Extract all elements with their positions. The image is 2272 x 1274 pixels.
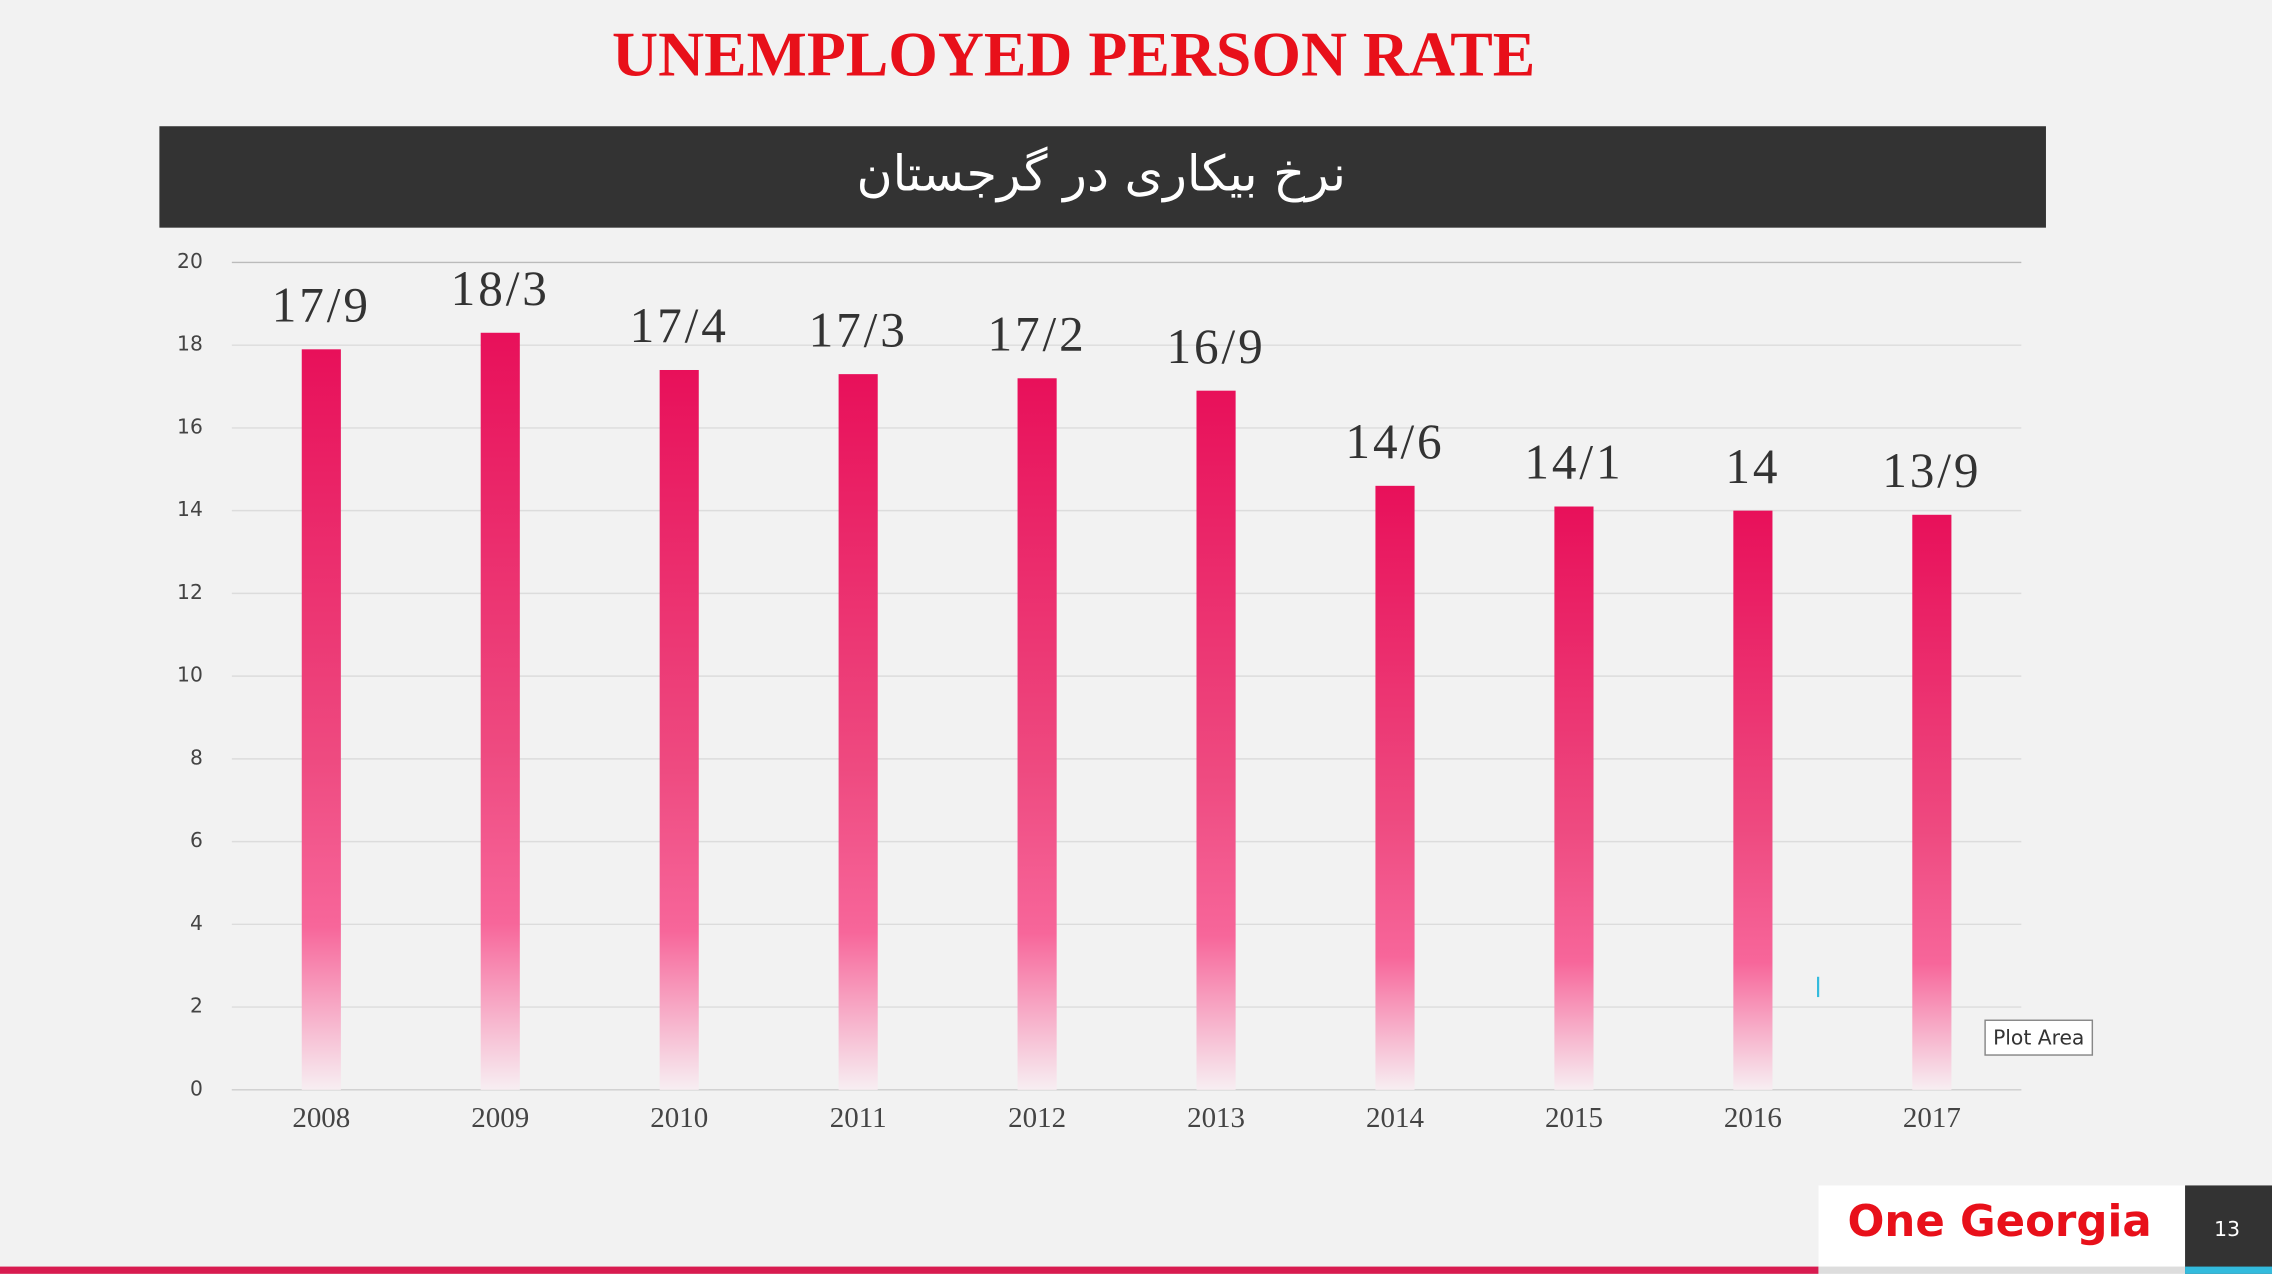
y-tick-label: 6 — [190, 828, 203, 852]
y-tick-label: 0 — [190, 1076, 203, 1100]
value-label: 17/3 — [809, 302, 908, 357]
brand-underline — [1818, 1266, 2186, 1274]
x-tick-label: 2010 — [650, 1102, 708, 1134]
bar — [1733, 510, 1773, 1090]
brand: One Georgia — [1847, 1197, 2151, 1247]
page-number-underline — [2185, 1266, 2272, 1274]
x-tick-label: 2008 — [292, 1102, 350, 1134]
bar — [659, 369, 699, 1090]
bar — [1196, 390, 1236, 1090]
value-label: 17/4 — [630, 298, 729, 353]
y-tick-label: 12 — [177, 580, 203, 604]
value-label: 14/1 — [1524, 435, 1623, 490]
tooltip: Plot Area — [1993, 1026, 2084, 1050]
bar — [480, 332, 520, 1090]
bar — [301, 349, 341, 1090]
y-tick-label: 16 — [177, 414, 203, 438]
chart-title: UNEMPLOYED PERSON RATE — [612, 19, 1535, 90]
subtitle-banner — [159, 126, 2046, 228]
plot-area: 0 2 4 6 8 10 12 14 16 18 20 2008 17/9 2009 18/3 2010 17/… — [177, 249, 2022, 1134]
bar — [1017, 378, 1057, 1090]
value-label: 17/9 — [272, 278, 371, 333]
value-label: 17/2 — [988, 306, 1087, 361]
y-tick-label: 20 — [177, 249, 203, 273]
brand-box — [1818, 1185, 2186, 1274]
value-label: 14 — [1725, 439, 1780, 494]
bar — [838, 374, 878, 1090]
page-number-box — [2185, 1185, 2272, 1274]
y-tick-label: 2 — [190, 994, 203, 1018]
y-tick-label: 18 — [177, 332, 203, 356]
x-tick-label: 2015 — [1545, 1102, 1603, 1134]
value-label: 13/9 — [1882, 443, 1981, 498]
y-tick-label: 14 — [177, 497, 203, 521]
x-tick-label: 2011 — [830, 1102, 887, 1134]
y-tick-label: 8 — [190, 745, 203, 769]
x-tick-label: 2014 — [1366, 1102, 1424, 1134]
x-tick-label: 2016 — [1724, 1102, 1782, 1134]
bar — [1912, 514, 1952, 1090]
value-label: 14/6 — [1345, 414, 1444, 469]
x-tick-label: 2012 — [1008, 1102, 1066, 1134]
value-label: 18/3 — [451, 261, 550, 316]
x-tick-label: 2017 — [1903, 1102, 1961, 1134]
bar — [1375, 485, 1415, 1090]
x-tick-label: 2013 — [1187, 1102, 1245, 1134]
value-label: 16/9 — [1166, 319, 1265, 374]
tooltip-box — [1984, 1019, 2094, 1056]
x-tick-label: 2009 — [471, 1102, 529, 1134]
y-tick-label: 10 — [177, 663, 203, 687]
chart-subtitle: نرخ بیکاری در گرجستان — [856, 144, 1346, 202]
footer-bar — [0, 1266, 1819, 1274]
y-tick-label: 4 — [190, 911, 203, 935]
bar — [1554, 506, 1594, 1090]
page-number: 13 — [2214, 1217, 2240, 1241]
cursor — [1817, 976, 1820, 998]
